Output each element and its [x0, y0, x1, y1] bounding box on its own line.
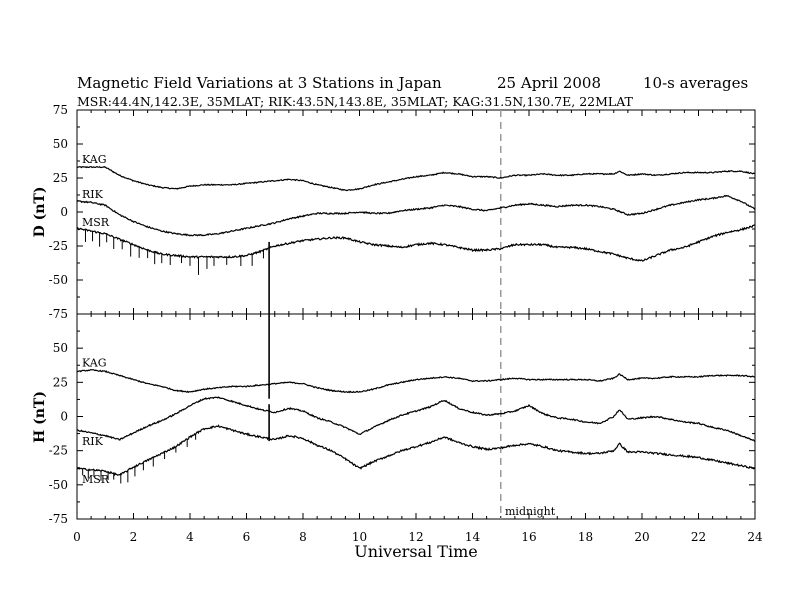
h-rik-label: RIK — [82, 435, 104, 448]
h-panel-ylabel: H (nT) — [32, 391, 48, 443]
x-tick-label: 0 — [73, 530, 81, 544]
d-kag-label: KAG — [82, 153, 107, 166]
h-ytick-label: -25 — [49, 444, 68, 458]
h-ytick-label: 25 — [53, 375, 68, 389]
h-ytick-label: -50 — [49, 478, 68, 492]
d-ytick-label: 25 — [53, 171, 68, 185]
h-msr-label: MSR — [82, 473, 110, 486]
d-ytick-label: -25 — [49, 239, 68, 253]
d-rik-line — [76, 194, 756, 237]
chart-title: Magnetic Field Variations at 3 Stations … — [77, 74, 442, 92]
h-ytick-label: 50 — [53, 341, 68, 355]
x-tick-label: 24 — [747, 530, 763, 544]
chart-subtitle: MSR:44.4N,142.3E, 35MLAT; RIK:43.5N,143.… — [77, 94, 634, 109]
d-panel-ylabel: D (nT) — [32, 187, 48, 238]
d-panel-frame — [76, 109, 756, 315]
x-tick-label: 2 — [130, 530, 138, 544]
x-tick-label: 18 — [578, 530, 593, 544]
h-ytick-label: -75 — [49, 512, 68, 526]
d-ytick-label: -50 — [49, 273, 68, 287]
d-ytick-label: 50 — [53, 137, 68, 151]
midnight-label: midnight — [505, 505, 556, 518]
x-tick-label: 4 — [186, 530, 194, 544]
h-rik-line — [76, 396, 756, 443]
d-msr-line — [76, 224, 756, 262]
chart-date: 25 April 2008 — [497, 74, 601, 92]
x-tick-label: 10 — [352, 530, 367, 544]
x-tick-label: 6 — [243, 530, 251, 544]
x-tick-label: 20 — [634, 530, 649, 544]
d-msr-label: MSR — [82, 216, 110, 229]
x-tick-label: 8 — [299, 530, 307, 544]
d-kag-line — [76, 165, 756, 192]
x-axis-label: Universal Time — [354, 542, 477, 561]
h-msr-line — [76, 424, 756, 477]
h-ytick-label: 0 — [60, 410, 68, 424]
d-ytick-label: 75 — [53, 103, 68, 117]
x-tick-label: 12 — [408, 530, 423, 544]
x-tick-label: 14 — [465, 530, 481, 544]
d-ytick-label: 0 — [60, 205, 68, 219]
x-tick-label: 22 — [691, 530, 706, 544]
plot-area: 75 50 25 0 -25 -50 -75 KAG RIK MSR 50 25 0 -25 -50 -75 K… — [49, 103, 763, 544]
chart-averaging: 10-s averages — [643, 74, 748, 92]
h-kag-label: KAG — [82, 356, 107, 369]
x-tick-label: 16 — [521, 530, 536, 544]
d-rik-label: RIK — [82, 188, 104, 201]
d-ytick-label: -75 — [49, 307, 68, 321]
h-kag-line — [76, 368, 756, 394]
